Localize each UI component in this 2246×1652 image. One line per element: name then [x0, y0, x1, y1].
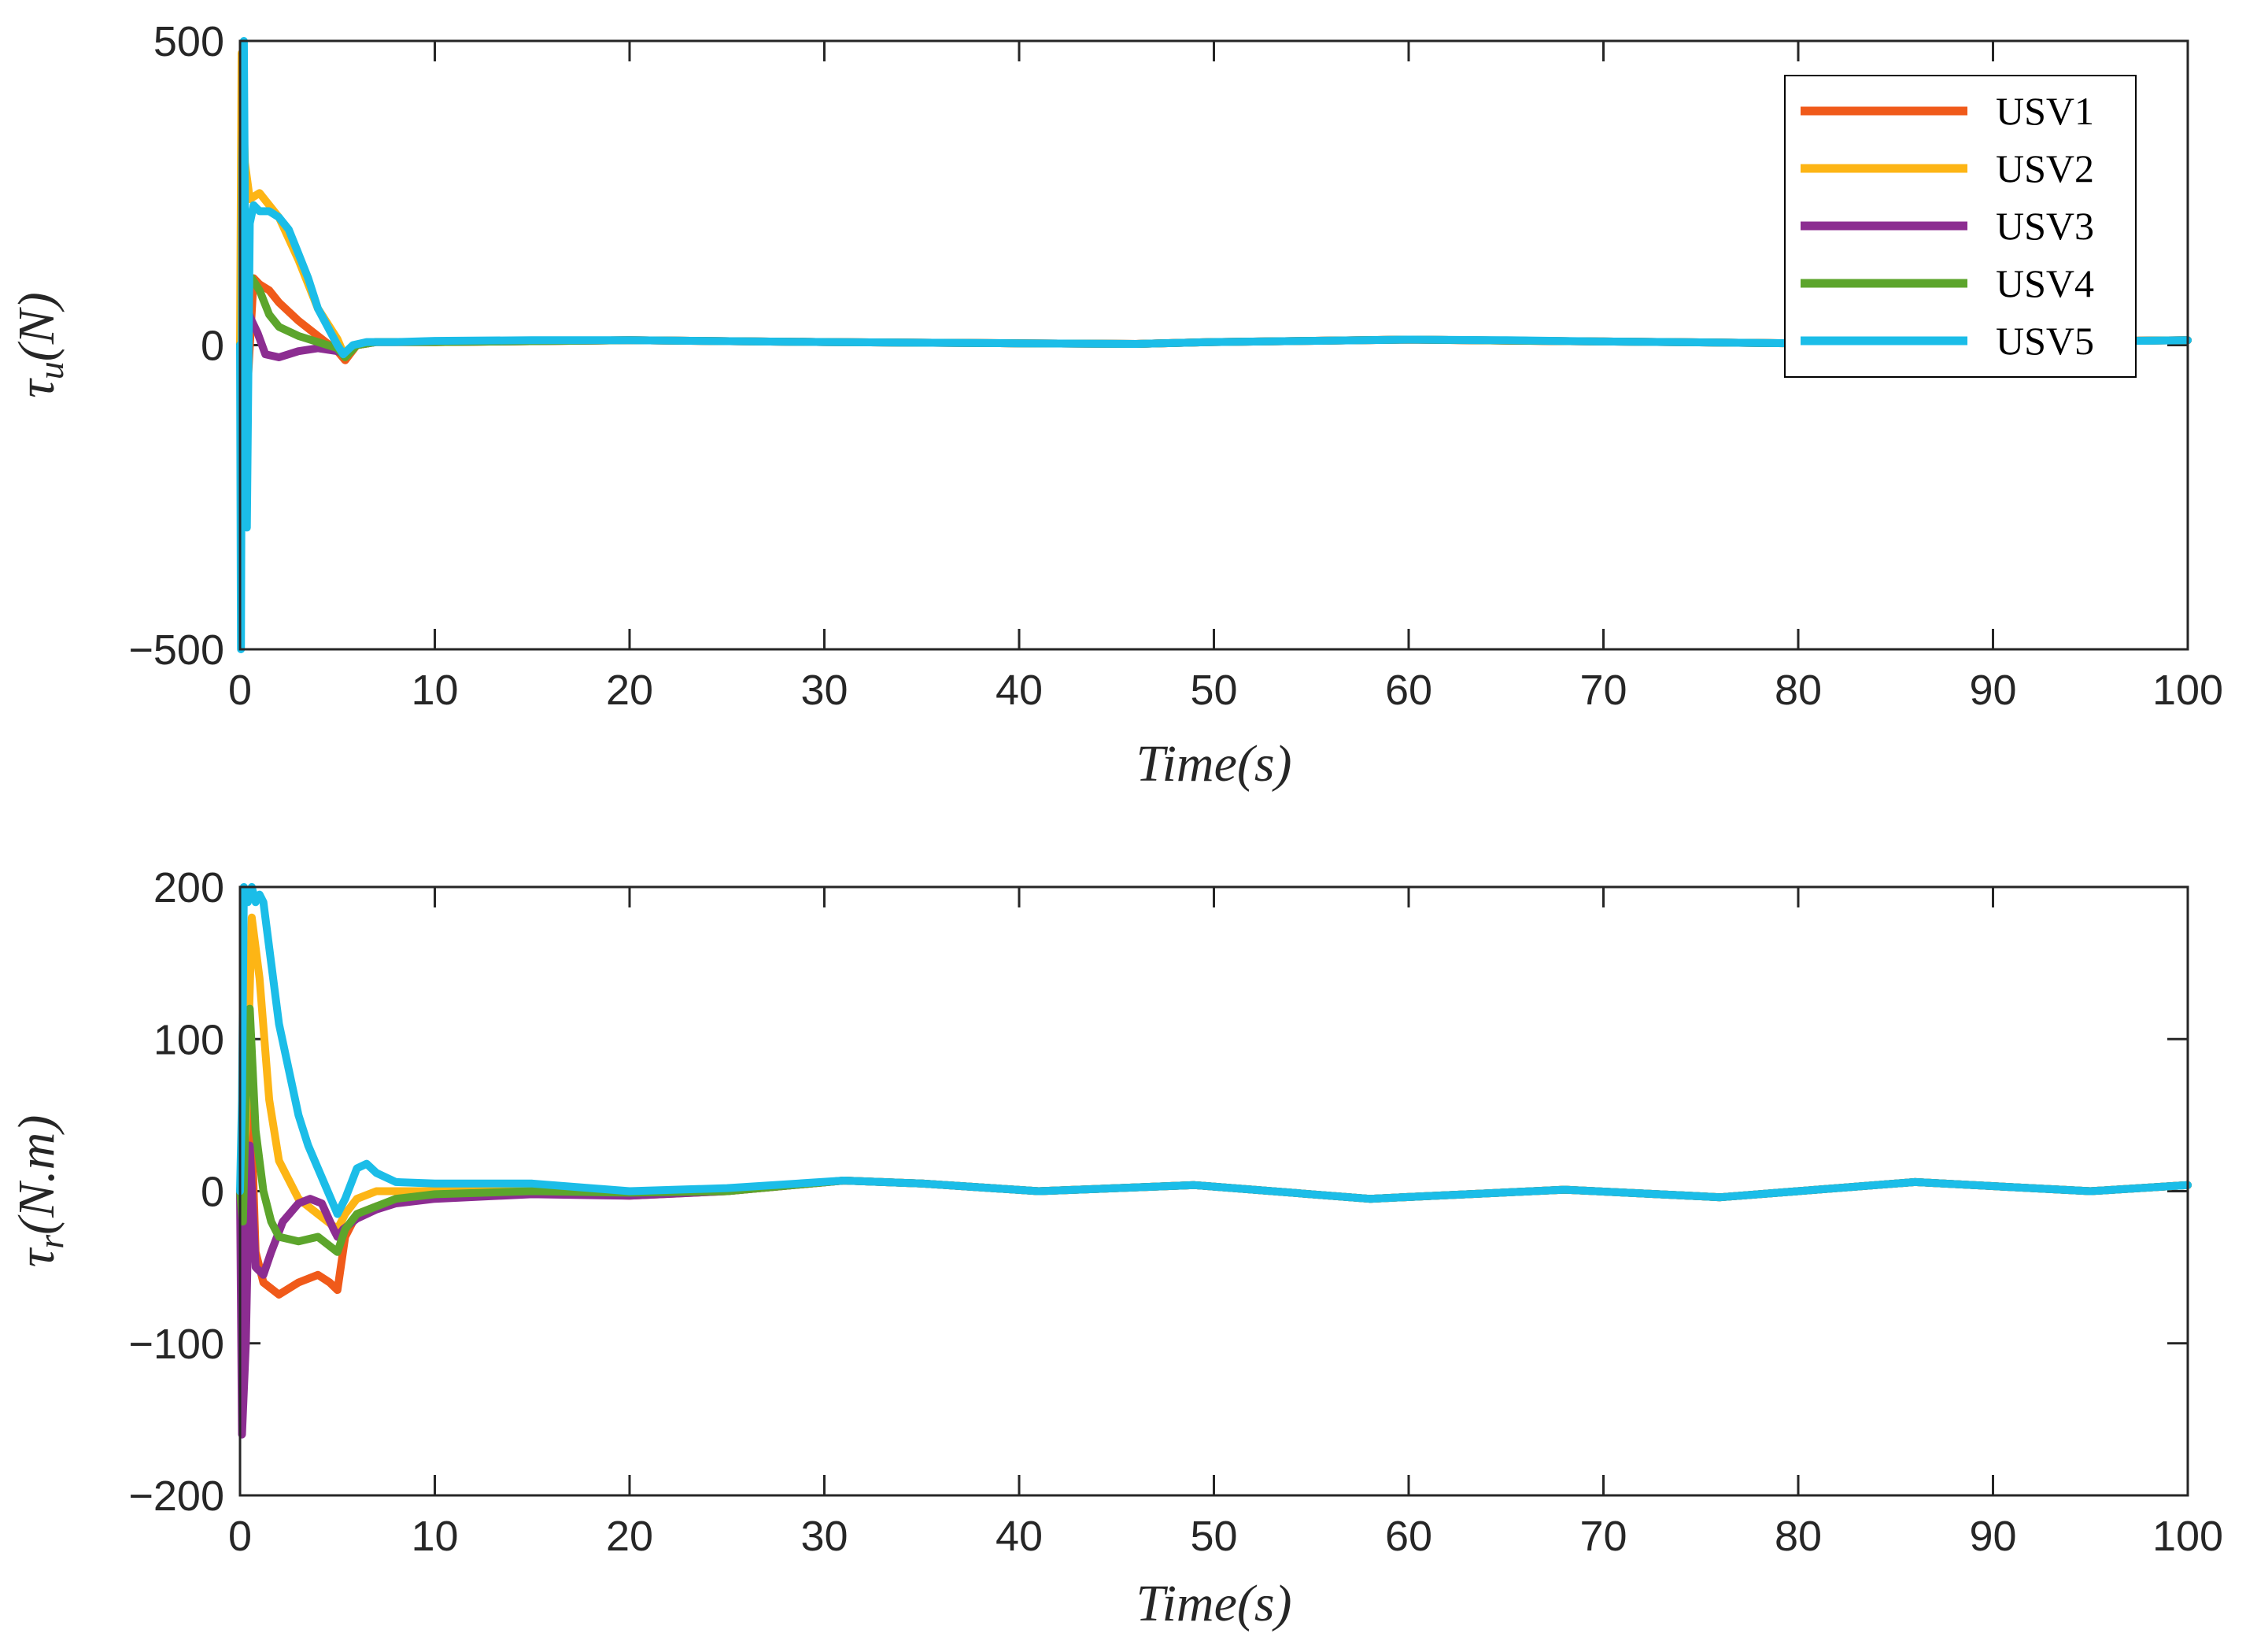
legend-items: USV1 USV2 USV3 USV4 USV5 — [1801, 89, 2094, 363]
bottom-y-axis-label-subscript: r — [31, 1234, 71, 1249]
y-tick-label: 0 — [201, 1169, 224, 1216]
top-y-axis-label-main: τ — [8, 378, 65, 398]
x-tick-label: 20 — [606, 1513, 653, 1560]
x-tick-label: 10 — [411, 1513, 458, 1560]
bottom-y-axis-label: τr(N.m) — [8, 1115, 71, 1268]
bottom-chart-panel: 0 10 20 30 40 50 60 70 80 90 100 −200 −100 0 100 200 Ti… — [8, 864, 2223, 1632]
y-tick-label: −200 — [128, 1473, 224, 1520]
x-tick-label: 0 — [228, 667, 252, 714]
top-axes-frame — [238, 39, 2189, 651]
top-series-group — [236, 37, 2192, 653]
legend-label-usv5: USV5 — [1996, 319, 2094, 363]
bottom-y-axis-label-main: τ — [8, 1247, 65, 1267]
legend: USV1 USV2 USV3 USV4 USV5 — [1784, 75, 2137, 378]
x-tick-label: 50 — [1190, 667, 1237, 714]
x-tick-label: 30 — [800, 667, 848, 714]
x-tick-label: 0 — [228, 1513, 252, 1560]
x-tick-label: 100 — [2152, 1513, 2223, 1560]
top-y-axis-label-unit: (N) — [8, 292, 65, 361]
x-tick-label: 90 — [1969, 1513, 2016, 1560]
series-line-usv4 — [236, 1004, 2192, 1256]
x-tick-label: 80 — [1775, 1513, 1822, 1560]
x-tick-label: 90 — [1969, 667, 2016, 714]
x-tick-label: 40 — [996, 667, 1043, 714]
top-x-axis-label: Time(s) — [1136, 735, 1292, 793]
bottom-x-axis-label: Time(s) — [1136, 1575, 1292, 1632]
series-line-usv5 — [236, 37, 2192, 653]
x-tick-label: 70 — [1579, 1513, 1627, 1560]
legend-label-usv4: USV4 — [1996, 261, 2094, 305]
bottom-axes-frame — [238, 885, 2189, 1497]
x-tick-label: 60 — [1385, 667, 1432, 714]
bottom-series-group — [236, 883, 2192, 1439]
legend-label-usv3: USV3 — [1996, 204, 2094, 248]
y-tick-label: 200 — [153, 864, 224, 911]
y-tick-label: 0 — [201, 323, 224, 370]
legend-label-usv1: USV1 — [1996, 89, 2094, 133]
x-tick-label: 30 — [800, 1513, 848, 1560]
top-y-axis-label: τu(N) — [8, 292, 71, 398]
x-tick-label: 10 — [411, 667, 458, 714]
top-y-axis-label-subscript: u — [31, 361, 71, 379]
series-line-usv5 — [236, 883, 2192, 1218]
x-tick-label: 70 — [1579, 667, 1627, 714]
x-tick-label: 80 — [1775, 667, 1822, 714]
x-tick-label: 40 — [996, 1513, 1043, 1560]
bottom-axes-ticks: 0 10 20 30 40 50 60 70 80 90 100 −200 −100 0 100 200 — [128, 864, 2223, 1560]
x-tick-label: 60 — [1385, 1513, 1432, 1560]
legend-label-usv2: USV2 — [1996, 146, 2094, 190]
y-tick-label: −100 — [128, 1321, 224, 1368]
x-tick-label: 50 — [1190, 1513, 1237, 1560]
x-tick-label: 100 — [2152, 667, 2223, 714]
y-tick-label: −500 — [128, 626, 224, 674]
bottom-y-axis-label-unit: (N.m) — [8, 1115, 65, 1235]
y-tick-label: 100 — [153, 1016, 224, 1063]
y-tick-label: 500 — [153, 18, 224, 65]
x-tick-label: 20 — [606, 667, 653, 714]
